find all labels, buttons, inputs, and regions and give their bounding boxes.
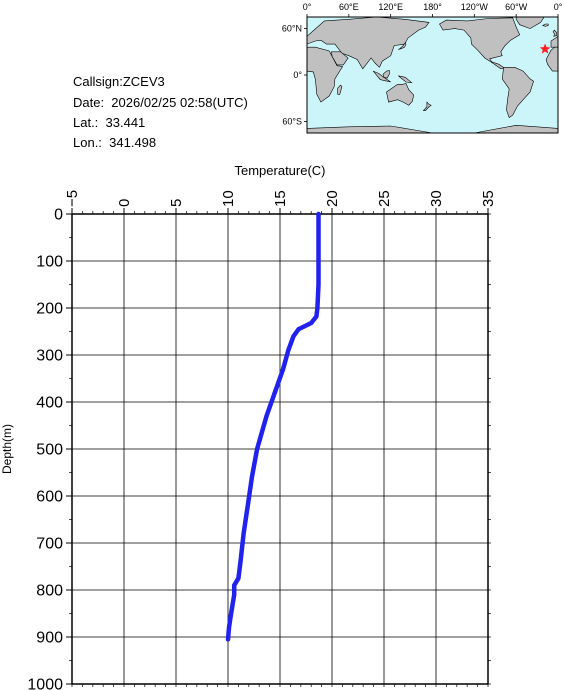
data-point [286, 348, 291, 353]
x-tick-label: 5 [168, 199, 185, 207]
map-frame [306, 16, 559, 134]
longitude-text: Lon.: 341.498 [73, 135, 157, 150]
data-point [229, 611, 233, 616]
data-point [232, 592, 237, 597]
y-tick-label: 600 [36, 489, 63, 506]
y-tick-label: 200 [36, 301, 63, 318]
s-america-shape [501, 67, 534, 118]
new-zealand-shape [422, 101, 432, 111]
data-point [315, 306, 320, 310]
data-point [238, 560, 243, 564]
data-point [273, 390, 277, 395]
x-tick-label: 35 [480, 190, 497, 207]
data-point [226, 637, 230, 642]
data-point [241, 531, 246, 536]
map-lon-label: 120°W [461, 2, 489, 12]
y-tick-label: 300 [36, 348, 63, 365]
data-point [291, 334, 296, 339]
australia-shape [386, 83, 415, 106]
arabia-shape [331, 51, 349, 66]
map-lat-label: 60°N [282, 24, 302, 34]
y-tick-label: 100 [36, 254, 63, 271]
eurasia-shape [306, 16, 430, 70]
y-tick-label: 0 [54, 207, 63, 224]
x-tick-label: 30 [428, 190, 445, 207]
profile-chart: −5 0 5 10 15 20 25 30 35 01002003004005006007008… [0, 163, 497, 690]
map-lon-label: 180° [423, 2, 442, 12]
y-tick-label: 400 [36, 395, 63, 412]
x-tick-label: −5 [64, 190, 81, 207]
x-axis-label: Temperature(C) [234, 163, 325, 178]
x-tick-label: 20 [324, 190, 341, 207]
y-tick-label: 800 [36, 583, 63, 600]
data-point [316, 259, 321, 263]
location-marker [539, 43, 551, 54]
y-tick-label: 700 [36, 536, 63, 553]
y-axis-label: Depth(m) [0, 424, 14, 474]
data-point [281, 367, 285, 371]
africa-shape [306, 46, 344, 103]
data-point [232, 583, 237, 588]
latitude-text: Lat.: 33.441 [73, 115, 146, 130]
date-text: Date: 2026/02/25 02:58(UTC) [73, 95, 248, 110]
data-point [296, 327, 301, 331]
y-tick-label: 500 [36, 442, 63, 459]
data-point [316, 212, 321, 216]
world-map: 0° 60°E 120°E 180° 120°W 60°W 0° 60°N 0° 60°S [282, 2, 563, 134]
data-point [309, 321, 314, 325]
data-point [314, 314, 319, 319]
map-lon-label: 120°E [378, 2, 403, 12]
data-point [316, 235, 321, 240]
map-lon-label: 0° [554, 2, 563, 12]
data-point [236, 576, 241, 581]
callsign-text: Callsign:ZCEV3 [73, 74, 165, 89]
n-america-shape [439, 17, 521, 70]
data-point [245, 503, 250, 508]
x-tick-label: 0 [116, 199, 133, 207]
indonesia-shape [372, 70, 391, 83]
borneo-shape [382, 70, 390, 79]
y-tick-label: 1000 [27, 677, 63, 690]
data-point [264, 414, 269, 418]
data-point [316, 282, 321, 287]
y-tick-label: 900 [36, 630, 63, 647]
y-axis-ticks: 0 100 200 300 400 500 600 700 800 900 1000 [27, 207, 491, 690]
star-marker-icon [539, 43, 551, 54]
map-lat-label: 0° [293, 70, 302, 80]
data-point [227, 625, 231, 630]
britain-shape [552, 29, 557, 37]
map-land [306, 16, 559, 134]
map-labels: 0° 60°E 120°E 180° 120°W 60°W 0° 60°N 0° 60°S [282, 2, 563, 126]
map-lat-label: 60°S [282, 116, 302, 126]
madagascar-shape [337, 84, 343, 95]
map-lon-label: 60°E [339, 2, 359, 12]
new-guinea-shape [398, 75, 413, 84]
x-tick-label: 25 [376, 190, 393, 207]
data-point [250, 475, 254, 480]
series-group [225, 211, 321, 642]
map-lon-label: 0° [303, 2, 312, 12]
japan-shape [398, 41, 407, 50]
iceland-shape [541, 23, 549, 27]
x-tick-label: 10 [220, 190, 237, 207]
data-point [255, 447, 259, 451]
x-tick-label: 15 [272, 190, 289, 207]
map-gridlines [304, 14, 559, 134]
map-lon-label: 60°W [505, 2, 528, 12]
x-axis-ticks: −5 0 5 10 15 20 25 30 35 [64, 190, 497, 687]
